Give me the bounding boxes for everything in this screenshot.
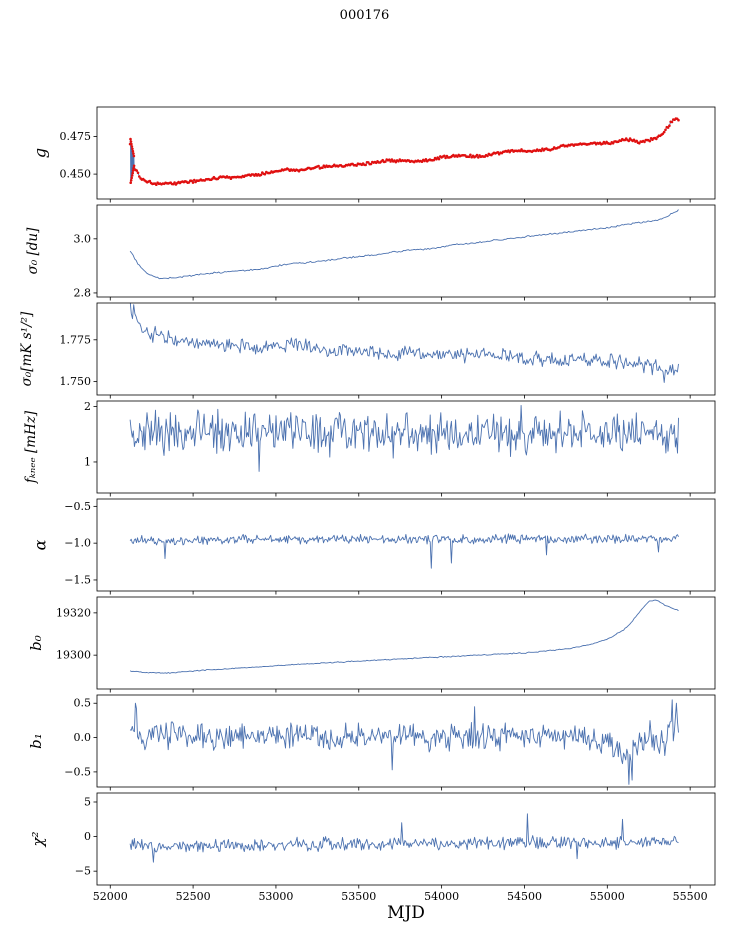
x-tick-label: 55000 <box>590 890 625 903</box>
x-tick-label: 54000 <box>424 890 459 903</box>
subplot-sigma0-mK: 1.775 1.750 <box>60 302 716 399</box>
y-tick-label: 2 <box>84 400 91 413</box>
subplot-b1: 0.5 0.0 −0.5 <box>64 694 716 791</box>
data-line-alpha <box>129 533 679 569</box>
plot-area <box>129 209 679 280</box>
y-tick-label: −0.5 <box>64 765 91 778</box>
data-line-b0 <box>129 599 679 674</box>
plot-border <box>96 792 716 886</box>
y-tick-label: 0.450 <box>60 168 92 181</box>
subplot-sigma0-du: 3.0 2.8 <box>74 204 716 301</box>
y-tick-label: 0.0 <box>74 731 92 744</box>
figure-title: 000176 <box>339 8 390 23</box>
y-tick-label: 1 <box>84 455 91 468</box>
x-tick-label: 52000 <box>93 890 128 903</box>
data-line-fknee <box>129 404 679 472</box>
data-line-sigma0-du <box>129 209 679 280</box>
y-tick-label: 5 <box>84 795 91 808</box>
plot-border <box>96 694 716 788</box>
y-tick-label: −0.5 <box>64 500 91 513</box>
plot-area <box>129 303 679 383</box>
x-tick-label: 52500 <box>176 890 211 903</box>
data-line-g <box>129 118 679 186</box>
plot-area <box>129 813 679 863</box>
y-tick-label: 19300 <box>56 649 91 662</box>
y-tick-label: −1.5 <box>64 573 91 586</box>
subplot-alpha: −0.5 −1.0 −1.5 <box>64 498 716 595</box>
subplot-g: 0.475 0.450 <box>60 106 716 203</box>
data-line-chi2 <box>129 813 679 863</box>
subplot-b0: 19320 19300 <box>56 596 716 693</box>
data-line-sigma0-mK <box>129 303 679 383</box>
y-tick-label: 1.750 <box>60 375 92 388</box>
x-tick-label: 53500 <box>341 890 376 903</box>
x-tick-label: 53000 <box>258 890 293 903</box>
plot-border <box>96 106 716 200</box>
plot-area <box>129 699 679 785</box>
y-tick-label: 2.8 <box>74 286 92 299</box>
plot-area <box>129 404 679 472</box>
plot-border <box>96 302 716 396</box>
y-tick-label: 0.5 <box>74 697 92 710</box>
plot-area <box>129 599 679 674</box>
y-tick-label: 0.475 <box>60 130 92 143</box>
y-tick-label: −5 <box>75 865 91 878</box>
plot-border <box>96 204 716 298</box>
plot-border <box>96 498 716 592</box>
x-axis-label: MJD <box>387 903 425 923</box>
y-tick-label: 0 <box>84 830 91 843</box>
y-tick-label: 19320 <box>56 606 91 619</box>
plot-area <box>129 533 679 569</box>
plot-area <box>128 117 680 186</box>
plot-border <box>96 400 716 494</box>
y-tick-label: 1.775 <box>60 333 92 346</box>
y-tick-label: 3.0 <box>74 232 92 245</box>
x-tick-label: 55500 <box>673 890 708 903</box>
x-tick-label: 54500 <box>507 890 542 903</box>
y-tick-label: −1.0 <box>64 537 91 550</box>
subplot-fknee: 21 <box>84 400 716 497</box>
scatter-points <box>128 117 680 186</box>
data-line-b1 <box>129 699 679 785</box>
plot-border <box>96 596 716 690</box>
